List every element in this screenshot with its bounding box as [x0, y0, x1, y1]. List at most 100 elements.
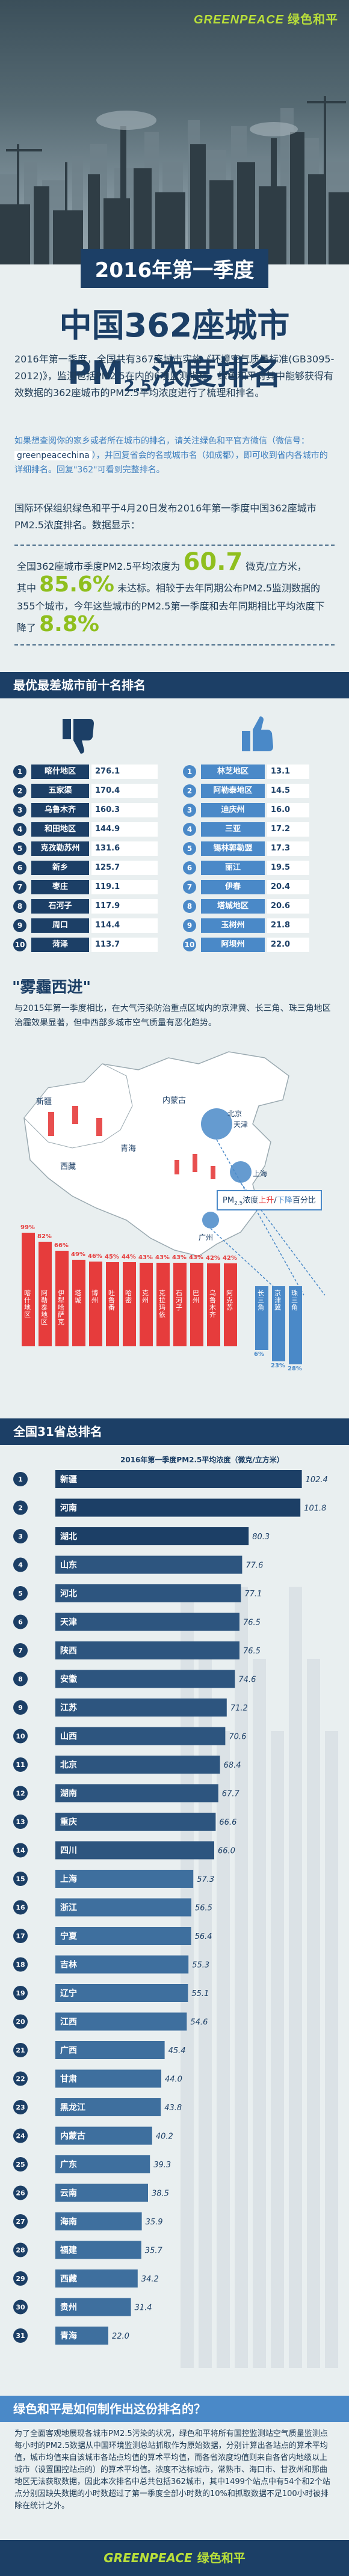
province-bar — [55, 1841, 214, 1860]
worst-city-name: 和田地区 — [31, 822, 89, 837]
map-label-shanghai: 上海 — [253, 1170, 268, 1178]
province-rank-label: 11 — [16, 1761, 25, 1769]
best-rank-number: 4 — [183, 823, 196, 836]
province-bar — [55, 2098, 161, 2116]
province-name-label: 河北 — [60, 1589, 77, 1599]
province-bar — [55, 1898, 191, 1917]
legend-pm: PM — [223, 1196, 235, 1205]
province-name-label: 陕西 — [60, 1646, 77, 1656]
region-name-label: 喀什地区 — [24, 1289, 31, 1319]
region-percent-label: 43% — [189, 1254, 203, 1262]
callout-text-2b: 未达标。相较于去年同期公布PM2.5监测数据的 — [117, 582, 321, 594]
province-rank-label: 2 — [18, 1504, 23, 1512]
background-building — [271, 1731, 284, 2512]
province-bar — [55, 1927, 191, 1945]
province-rank-label: 25 — [16, 2161, 25, 2169]
province-rank-circle — [13, 2014, 28, 2029]
province-rank-circle — [13, 1957, 28, 1972]
map-label-qinghai: 青海 — [120, 1144, 137, 1153]
region-bar-down — [255, 1286, 268, 1351]
province-rank-label: 21 — [16, 2046, 25, 2054]
province-rank-circle — [13, 1529, 28, 1543]
best-rank-number: 2 — [183, 784, 196, 798]
wechat-section: 如果想查阅你的家乡或者所在城市的排名，请关注绿色和平官方微信（微信号： green… — [0, 434, 349, 477]
region-name-label: 克拉玛依 — [159, 1289, 165, 1319]
province-value-label: 68.4 — [224, 1761, 241, 1770]
province-name-label: 广西 — [60, 2045, 77, 2056]
best-rank-number: 8 — [183, 900, 196, 913]
province-rank-label: 20 — [16, 2018, 25, 2026]
wechat-id[interactable]: greenpeacechina — [14, 451, 92, 460]
footer-brand-cn: 绿色和平 — [197, 2551, 246, 2565]
province-rank-label: 3 — [18, 1533, 23, 1540]
province-bar — [55, 1498, 301, 1517]
region-percent-label: 6% — [254, 1351, 264, 1358]
province-rank-circle — [13, 2071, 28, 2086]
legend-separator: / — [274, 1196, 277, 1205]
title-block: 2016年第一季度 中国362座城市PM2.5浓度排名 — [0, 244, 349, 398]
province-rank-circle — [13, 1671, 28, 1686]
region-percent-label: 43% — [155, 1254, 170, 1262]
province-rank-label: 24 — [16, 2132, 25, 2140]
background-building — [289, 1587, 302, 2368]
province-value-label: 54.6 — [190, 2018, 208, 2027]
worst-city-name: 菏泽 — [31, 938, 89, 952]
region-name-label: 博州 — [91, 1289, 98, 1304]
hero-banner: GREENPEACE 绿色和平 — [0, 0, 349, 264]
province-value-label: 40.2 — [156, 2132, 173, 2141]
region-percent-label: 82% — [37, 1233, 52, 1241]
province-bar — [55, 1727, 226, 1745]
worst-city-value: 125.7 — [91, 861, 158, 875]
region-name-label: 阿克苏 — [226, 1289, 233, 1311]
province-value-label: 38.5 — [152, 2190, 169, 2199]
best-rank-number: 9 — [183, 919, 196, 932]
province-bar — [55, 2069, 161, 2088]
rank-section-title: 最优最差城市前十名排名 — [0, 672, 349, 698]
best-city-value: 19.5 — [267, 861, 309, 875]
province-value-label: 74.6 — [238, 1676, 256, 1685]
region-name-label: 乌鲁木齐 — [209, 1289, 216, 1319]
province-rank-label: 8 — [18, 1676, 23, 1683]
map-label-xinjiang: 新疆 — [36, 1097, 52, 1106]
region-name-label: 长三角 — [258, 1289, 264, 1311]
method-section: 为了全面客观地展现各城市PM2.5污染的状况，绿色和平将所有国控监测站空气质量监… — [0, 2428, 349, 2536]
province-rank-label: 15 — [16, 1875, 25, 1883]
haze-paragraph: 与2015年第一季度相比，在大气污染防治重点区域内的京津冀、长三角、珠三角地区治… — [14, 1004, 331, 1028]
province-rank-circle — [13, 2271, 28, 2286]
province-bar — [55, 2212, 142, 2230]
region-bar-up — [55, 1250, 69, 1346]
legend-concentration: 浓度 — [242, 1196, 259, 1205]
best-rank-number: 5 — [183, 842, 196, 855]
intro-paragraph-2: 如果想查阅你的家乡或者所在城市的排名，请关注绿色和平官方微信（微信号： green… — [0, 434, 349, 477]
province-value-label: 22.0 — [112, 2332, 129, 2341]
province-name-label: 湖南 — [60, 1789, 77, 1799]
map-label-guangzhou: 广州 — [199, 1233, 214, 1242]
rank-panel: 1 喀什地区 276.1 2 五家渠 170.4 3 乌鲁木齐 160.3 4 和田地区 144.9 5… — [0, 707, 349, 965]
best-city-value: 13.1 — [267, 765, 309, 779]
best-city-name: 塔城地区 — [201, 899, 265, 914]
intro-section: 2016年第一季度，全国共有367座城市实施《环境空气质量标准(GB3095-2… — [0, 351, 349, 401]
haze-section: 与2015年第一季度相比，在大气污染防治重点区域内的京津冀、长三角、珠三角地区治… — [0, 1001, 349, 1030]
province-rank-label: 14 — [16, 1847, 25, 1855]
province-value-label: 66.0 — [218, 1847, 235, 1856]
region-percent-label: 99% — [20, 1224, 35, 1231]
province-name-label: 新疆 — [60, 1474, 77, 1485]
region-name-label: 克州 — [142, 1289, 149, 1304]
province-bar-chart: 1 新疆 102.4 2 河南 101.8 3 湖北 80.3 4 山东 77.6 5 河北 77.1 6 天津… — [0, 1467, 349, 2512]
province-value-label: 66.6 — [219, 1818, 236, 1827]
region-bar-up — [106, 1262, 119, 1346]
regional-change-bars: 喀什地区 99% 阿勒泰地区 82% 伊犁哈萨克 66% 塔城 49% 博州 46% 吐鲁番 45% 哈… — [0, 1214, 349, 1406]
province-rank-label: 28 — [16, 2247, 25, 2254]
title-main-suffix: 浓度排名 — [151, 354, 282, 392]
worst-rank-number: 5 — [13, 842, 26, 855]
callout-line-2: 其中 85.6% 未达标。相较于去年同期公布PM2.5监测数据的 — [17, 574, 332, 597]
province-value-label: 43.8 — [164, 2104, 182, 2113]
province-rank-circle — [13, 1700, 28, 1715]
worst-rank-number: 7 — [13, 881, 26, 894]
brand-logo-top: GREENPEACE 绿色和平 — [194, 10, 338, 27]
worst-city-value: 131.6 — [91, 841, 158, 856]
province-rank-label: 29 — [16, 2275, 25, 2283]
province-value-label: 76.5 — [243, 1619, 261, 1628]
province-rank-label: 26 — [16, 2190, 25, 2197]
title-main-prefix: 中国362座城市PM — [59, 307, 290, 392]
